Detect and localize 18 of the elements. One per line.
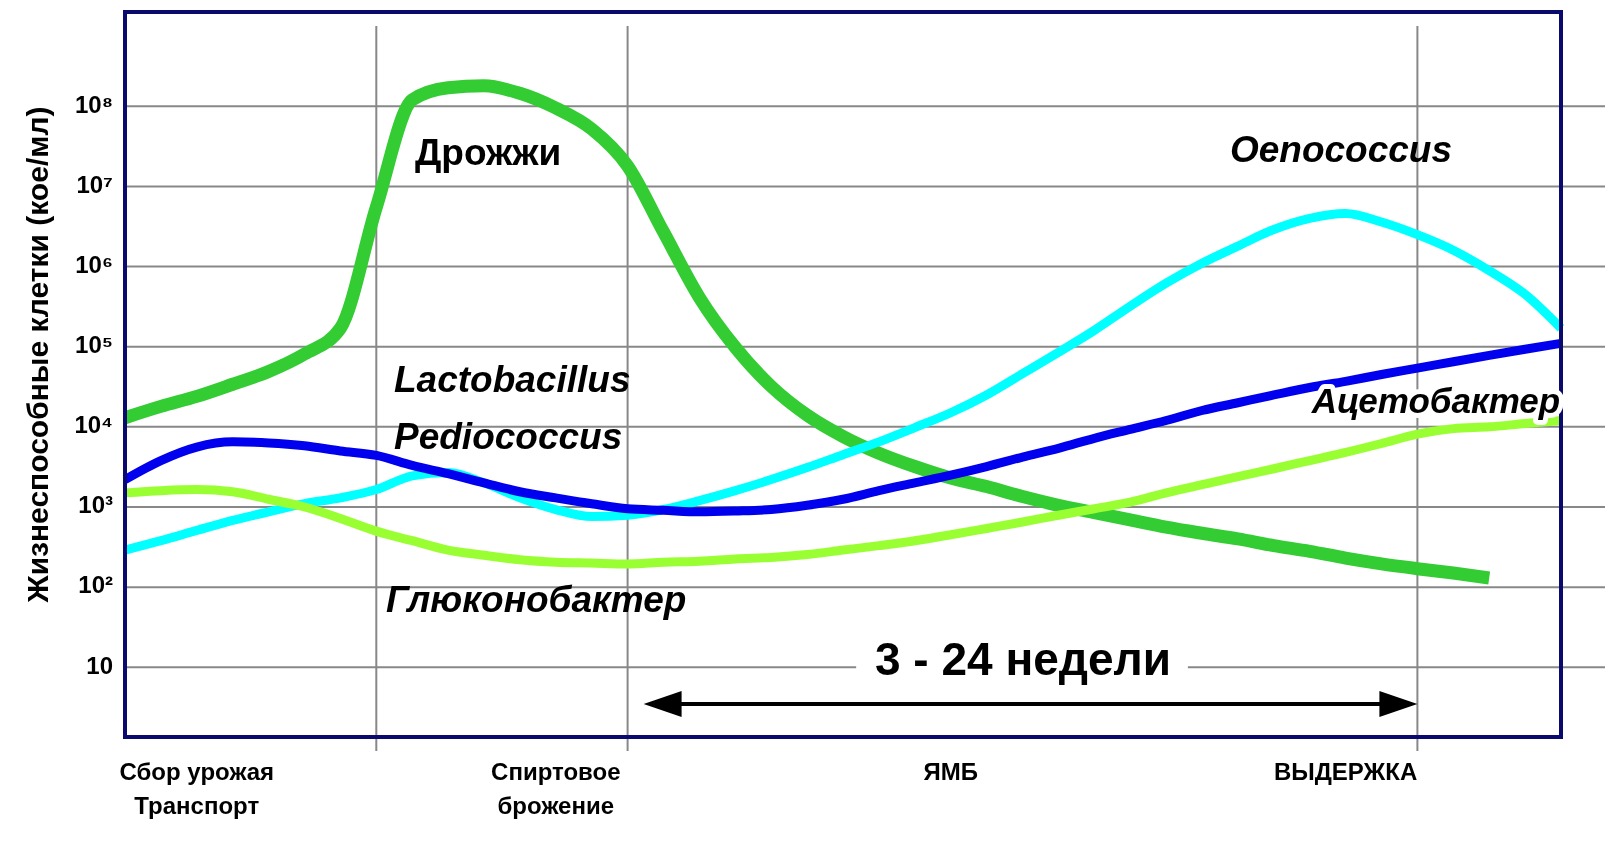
series-label: Oenococcus — [1229, 129, 1453, 170]
y-tick-label: 10² — [78, 571, 114, 599]
y-tick-label: 10⁷ — [76, 170, 113, 198]
y-axis-title: Жизнеспособные клетки (кое/мл) — [20, 106, 54, 604]
series-label: Дрожжи — [415, 132, 562, 173]
y-tick-label: 10³ — [78, 491, 114, 519]
y-tick-label: 10⁶ — [75, 250, 113, 278]
x-tick-label: ВЫДЕРЖКА — [1273, 758, 1418, 785]
y-tick-label: 10⁵ — [75, 331, 113, 359]
x-tick-label: ЯМБ — [923, 758, 978, 785]
annotation: Ацетобактер — [1310, 381, 1561, 421]
series-label: Глюконобактер — [386, 579, 687, 620]
x-tick-label: Спиртовое брожение — [491, 758, 621, 819]
series-label: Lactobacillus Pediococcus — [394, 359, 631, 457]
y-tick-label: 10 — [86, 651, 113, 679]
y-tick-label: 10⁴ — [74, 411, 113, 439]
x-tick-label: Сбор урожая Транспорт — [119, 758, 275, 819]
y-tick-label: 10⁸ — [74, 90, 113, 118]
